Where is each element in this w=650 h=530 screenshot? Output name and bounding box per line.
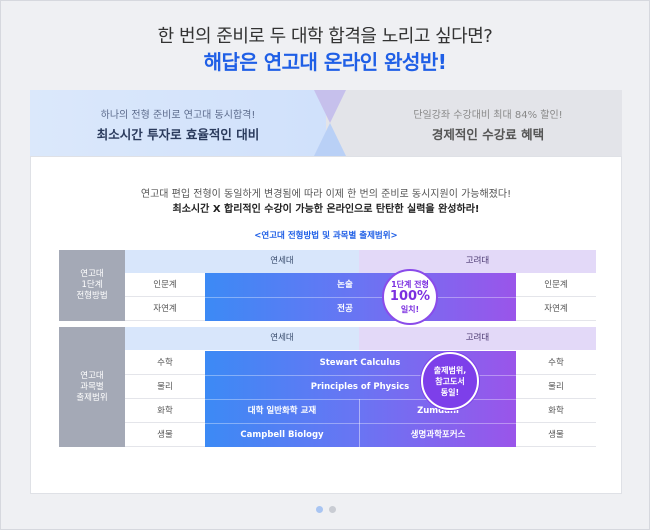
table1-row-label: 연고대 1단계 전형방법 xyxy=(59,250,125,321)
pager-dot-active[interactable] xyxy=(316,506,323,513)
match-100-badge: 1단계 전형 100% 일치! xyxy=(382,269,438,325)
table2-row-label-line: 출제범위 xyxy=(76,392,108,403)
row-divider xyxy=(205,375,516,376)
badge-line: 동일! xyxy=(440,387,460,397)
table1-common-cell: 전공 xyxy=(337,304,353,314)
badge-line: 100% xyxy=(389,289,431,304)
row-divider xyxy=(205,297,516,298)
divider-triangle-bottom xyxy=(314,123,346,156)
column-divider xyxy=(359,399,360,447)
table1-right-cell: 인문계 xyxy=(516,273,596,297)
benefit-band: 하나의 전형 준비로 연고대 동시합격! 최소시간 투자로 효율적인 대비 단일… xyxy=(30,90,622,156)
benefit-price-title: 경제적인 수강료 혜택 xyxy=(431,127,545,142)
table2-left-cell: 물리 xyxy=(125,375,205,399)
benefit-efficiency-sub: 하나의 전형 준비로 연고대 동시합격! xyxy=(100,110,256,121)
comparison-panel: 연고대 편입 전형이 동일하게 변경됨에 따라 이제 한 번의 준비로 동시지원… xyxy=(30,156,622,494)
table1-common-cell: 논술 xyxy=(337,280,353,290)
table1-header-korea: 고려대 xyxy=(359,250,596,273)
badge-line: 참고도서 xyxy=(435,376,465,386)
headline-answer: 해답은 연고대 온라인 완성반! xyxy=(203,50,447,74)
benefit-efficiency-title: 최소시간 투자로 효율적인 대비 xyxy=(96,127,260,142)
table2-common-cell: Stewart Calculus xyxy=(319,358,401,368)
table1-left-cell: 인문계 xyxy=(125,273,205,297)
benefit-left-bg xyxy=(30,90,350,156)
table1-left-cell: 자연계 xyxy=(125,297,205,321)
table2-header-blank xyxy=(125,327,205,350)
row-divider xyxy=(205,399,516,400)
table2-row-label-line: 연고대 xyxy=(80,370,104,381)
table1-right-cell: 자연계 xyxy=(516,297,596,321)
badge-line: 출제범위, xyxy=(433,365,467,375)
table2-row-label: 연고대 과목별 출제범위 xyxy=(59,327,125,447)
panel-intro: 연고대 편입 전형이 동일하게 변경됨에 따라 이제 한 번의 준비로 동시지원… xyxy=(140,189,512,200)
benefit-efficiency: 하나의 전형 준비로 연고대 동시합격! 최소시간 투자로 효율적인 대비 xyxy=(38,106,318,143)
slide-pager xyxy=(316,506,336,513)
headline-question: 한 번의 준비로 두 대학 합격을 노리고 싶다면? xyxy=(157,26,493,47)
table2-left-cell: 생물 xyxy=(125,423,205,447)
table1-common-block: 논술 전공 xyxy=(205,273,516,321)
table2-header-yonsei: 연세대 xyxy=(205,327,359,350)
badge-line: 1단계 전형 xyxy=(391,280,429,289)
table-caption: <연고대 전형방법 및 과목별 출제범위> xyxy=(254,231,398,241)
table2-left-cell: 화학 xyxy=(125,399,205,423)
benefit-price-sub: 단일강좌 수강대비 최대 84% 할인! xyxy=(413,110,563,121)
table2-right-cell: 수학 xyxy=(516,351,596,375)
table2-korea-cell: Zumdahl xyxy=(417,406,459,416)
table2-row-label-line: 과목별 xyxy=(80,381,104,392)
table1-header-yonsei: 연세대 xyxy=(205,250,359,273)
table2-right-cell: 생물 xyxy=(516,423,596,447)
table1-row-label-line: 1단계 xyxy=(81,280,103,290)
table2-right-cell: 물리 xyxy=(516,375,596,399)
same-scope-badge: 출제범위, 참고도서 동일! xyxy=(421,352,479,410)
subject-scope-table: 연고대 과목별 출제범위 연세대 고려대 수학 물리 화학 생물 수학 물리 화… xyxy=(59,327,596,447)
table2-yonsei-cell: Campbell Biology xyxy=(240,430,324,440)
table2-left-cell: 수학 xyxy=(125,351,205,375)
divider-triangle-top xyxy=(314,90,346,123)
table2-common-cell: Principles of Physics xyxy=(310,382,410,392)
table1-header-blank xyxy=(125,250,205,273)
row-divider xyxy=(205,423,516,424)
table2-header-korea: 고려대 xyxy=(359,327,596,350)
benefit-price: 단일강좌 수강대비 최대 84% 할인! 경제적인 수강료 혜택 xyxy=(348,106,628,143)
table2-yonsei-cell: 대학 일반화학 교재 xyxy=(247,406,317,416)
table2-right-cell: 화학 xyxy=(516,399,596,423)
benefit-right-bg xyxy=(326,90,622,156)
table2-korea-cell: 생명과학포커스 xyxy=(410,430,466,440)
panel-intro-bold: 최소시간 X 합리적인 수강이 가능한 온라인으로 탄탄한 실력을 완성하라! xyxy=(172,204,480,215)
badge-line: 일치! xyxy=(400,305,420,314)
pager-dot[interactable] xyxy=(329,506,336,513)
selection-method-table: 연고대 1단계 전형방법 연세대 고려대 인문계 자연계 인문계 자연계 논술 … xyxy=(59,250,596,325)
table1-row-label-line: 전형방법 xyxy=(76,291,108,301)
table1-row-label-line: 연고대 xyxy=(80,269,104,279)
